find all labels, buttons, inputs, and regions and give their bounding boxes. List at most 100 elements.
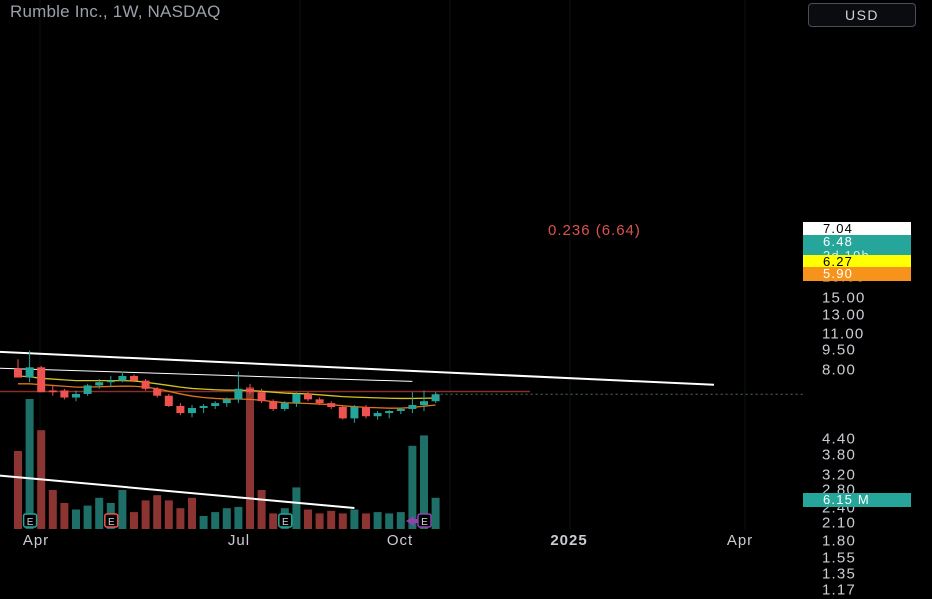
ma-yellow-badge: 6.27 [803, 255, 911, 269]
price-axis-tick: 15.00 [822, 289, 866, 307]
candle-body [130, 376, 138, 381]
candle-body [118, 376, 127, 381]
volume-bar [72, 509, 80, 529]
arrow-icon [406, 516, 420, 526]
currency-button[interactable]: USD [808, 3, 916, 27]
candle-body [188, 407, 196, 414]
volume-bar [95, 497, 104, 529]
candle-body [292, 393, 301, 404]
candle-body [83, 385, 92, 394]
candle-body [315, 399, 324, 404]
volume-bar [141, 500, 150, 529]
ma-orange-badge: 5.90 [803, 267, 911, 281]
volume-bar [269, 513, 278, 529]
price-axis-tick: 2.10 [822, 514, 856, 532]
candle-body [280, 403, 289, 409]
candle-body [222, 399, 231, 404]
candle-body [431, 394, 440, 402]
candle-body [48, 390, 57, 393]
volume-bar [327, 510, 336, 529]
earnings-letter: E [108, 517, 115, 528]
lower-channel-line [0, 474, 355, 510]
candle-body [153, 388, 162, 396]
earnings-letter: E [27, 517, 34, 528]
earnings-box [417, 513, 432, 528]
volume-bar [350, 509, 359, 529]
earnings-box [278, 513, 293, 528]
volume-bar [199, 516, 208, 529]
candle-body [199, 406, 208, 408]
candle-body [234, 388, 243, 400]
volume-bar [292, 487, 301, 529]
volume-bar [385, 513, 394, 529]
chart-title: Rumble Inc., 1W, NASDAQ [10, 2, 221, 21]
earnings-marker[interactable]: E [278, 513, 293, 528]
earnings-marker[interactable]: E [104, 513, 119, 528]
candle-body [60, 390, 69, 398]
time-axis-tick: Oct [386, 532, 414, 549]
candle-body [176, 406, 185, 414]
earnings-marker[interactable]: E [406, 513, 432, 528]
candle-body [350, 406, 359, 419]
time-axis-tick: 2025 [550, 532, 588, 549]
candle-body [269, 401, 278, 409]
candle-body [25, 367, 34, 378]
earnings-box [104, 513, 119, 528]
upper-channel-line [0, 350, 715, 386]
indicator-lines [0, 350, 803, 510]
candle-body [362, 406, 370, 417]
time-axis-tick: Apr [22, 532, 50, 549]
candle-body [141, 380, 150, 389]
candle-body [95, 382, 104, 386]
price-axis-tick: 11.00 [822, 325, 865, 343]
volume-badge: 6.15 M [803, 493, 911, 507]
candle-body [246, 388, 254, 393]
candle-body [164, 395, 173, 407]
candle-body [211, 403, 220, 407]
price-axis-tick: 4.40 [822, 430, 856, 448]
candle-body [106, 380, 115, 383]
volume-bar [338, 513, 347, 529]
earnings-letter: E [282, 517, 289, 528]
volume-bar [234, 506, 243, 529]
candle-body [72, 393, 80, 398]
volume-bar [362, 513, 370, 529]
time-axis-tick: Apr [726, 532, 754, 549]
price-axis-tick: 9.50 [822, 341, 856, 359]
candle-body [396, 408, 405, 412]
candlesticks [14, 350, 440, 423]
volume-bar [164, 500, 173, 529]
volume-bar [211, 512, 220, 529]
volume-bar [60, 503, 69, 529]
volume-bar [408, 445, 417, 529]
price-axis-tick: 1.55 [822, 549, 856, 567]
candle-body [408, 405, 417, 409]
price-axis-tick: 3.20 [822, 466, 856, 484]
price-axis-tick: 1.80 [822, 532, 856, 550]
price-axis-tick: 13.00 [822, 306, 866, 324]
candle-body [373, 413, 382, 417]
volume-bar [222, 508, 231, 529]
middle-channel-line [0, 367, 413, 382]
candle-body [338, 406, 347, 419]
price-axis-tick: 1.35 [822, 565, 856, 583]
candle-body [385, 411, 394, 414]
last-price-badge: 6.48 [803, 235, 911, 249]
time-axis-tick: Jul [227, 532, 251, 549]
volume-bar [188, 497, 196, 529]
volume-bar [83, 505, 92, 529]
candle-body [37, 367, 46, 393]
earnings-box [22, 513, 38, 528]
earnings-marker[interactable]: E [22, 513, 38, 528]
price-badge-upper: 7.04 [803, 222, 911, 236]
volume-bar [373, 512, 382, 529]
volume-bar [118, 490, 127, 529]
volume-bar [431, 497, 440, 529]
earnings-letter: E [421, 517, 428, 528]
volume-bar [14, 451, 22, 529]
volume-bar [246, 387, 254, 529]
volume-bar [25, 399, 34, 529]
volume-bar [153, 495, 162, 529]
